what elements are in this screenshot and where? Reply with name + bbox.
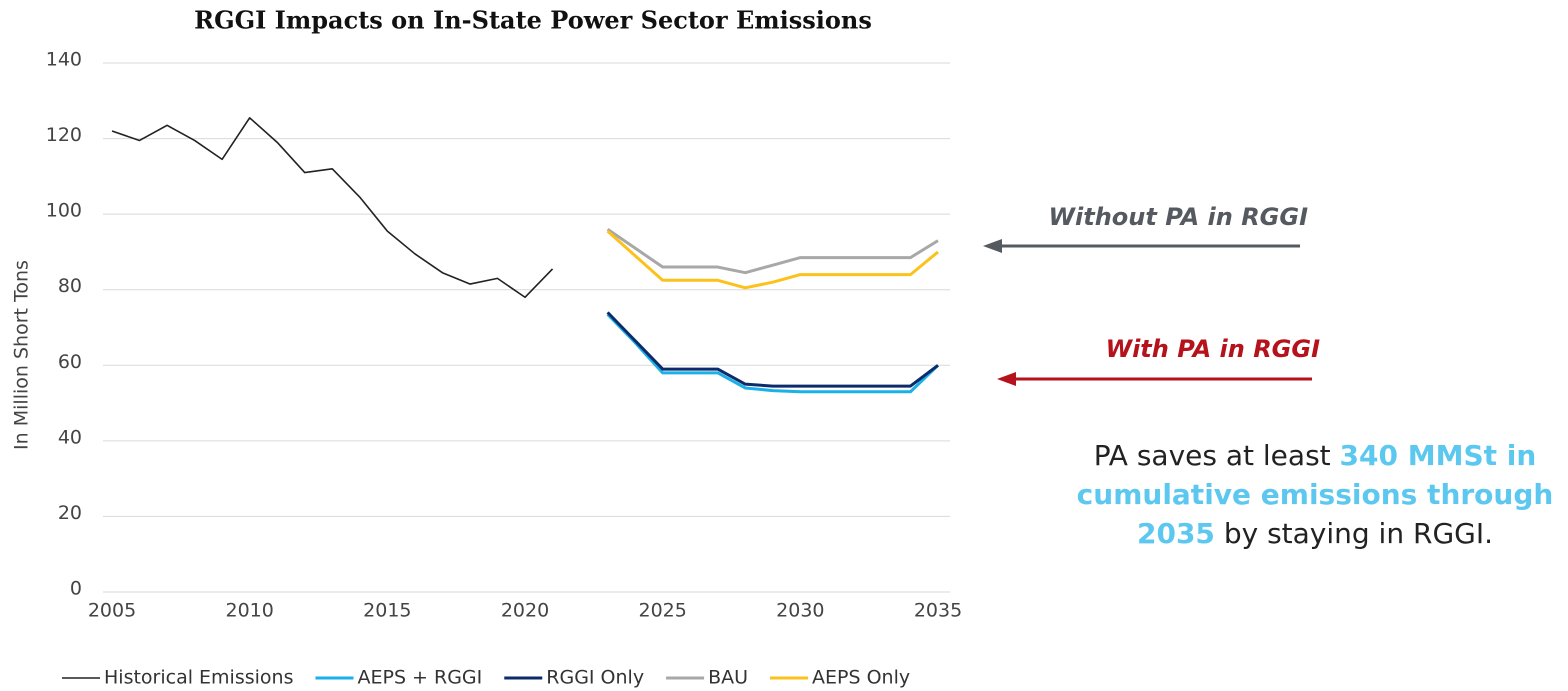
arrow-head	[997, 372, 1016, 386]
x-tick-label: 2035	[914, 600, 962, 622]
y-tick-label: 100	[46, 200, 82, 222]
legend-label: BAU	[708, 667, 748, 689]
x-tick-label: 2025	[638, 600, 686, 622]
note-text: by staying in RGGI.	[1214, 517, 1493, 550]
y-tick-label: 140	[46, 49, 82, 71]
legend-label: Historical Emissions	[104, 667, 293, 689]
legend-label: AEPS Only	[812, 667, 910, 689]
chart-title: RGGI Impacts on In-State Power Sector Em…	[194, 6, 872, 35]
line	[606, 228, 939, 275]
legend-label: RGGI Only	[546, 667, 644, 689]
annotation: With PA in RGGI	[1106, 335, 1320, 363]
arrow-head	[983, 239, 1002, 253]
line	[606, 311, 939, 388]
x-tick-label: 2005	[88, 600, 136, 622]
y-tick-label: 60	[58, 351, 82, 373]
y-axis-label: In Million Short Tons	[11, 260, 33, 450]
x-tick-label: 2020	[501, 600, 549, 622]
y-tick-label: 20	[58, 502, 82, 524]
y-tick-label: 40	[58, 426, 82, 448]
y-tick-label: 120	[46, 124, 82, 146]
line	[606, 313, 940, 394]
line	[606, 230, 939, 290]
line	[111, 116, 554, 299]
x-tick-label: 2030	[776, 600, 824, 622]
annotation: Without PA in RGGI	[1049, 203, 1309, 231]
y-tick-label: 80	[58, 275, 82, 297]
legend-label: AEPS + RGGI	[357, 667, 482, 689]
note: PA saves at least 340 MMSt in cumulative…	[1060, 436, 1568, 553]
note-text: PA saves at least	[1093, 439, 1340, 472]
x-tick-label: 2010	[225, 600, 273, 622]
y-tick-label: 0	[70, 578, 82, 600]
note-highlight: 340 MMSt in cumulative emissions through…	[1076, 439, 1554, 550]
x-tick-label: 2015	[363, 600, 411, 622]
